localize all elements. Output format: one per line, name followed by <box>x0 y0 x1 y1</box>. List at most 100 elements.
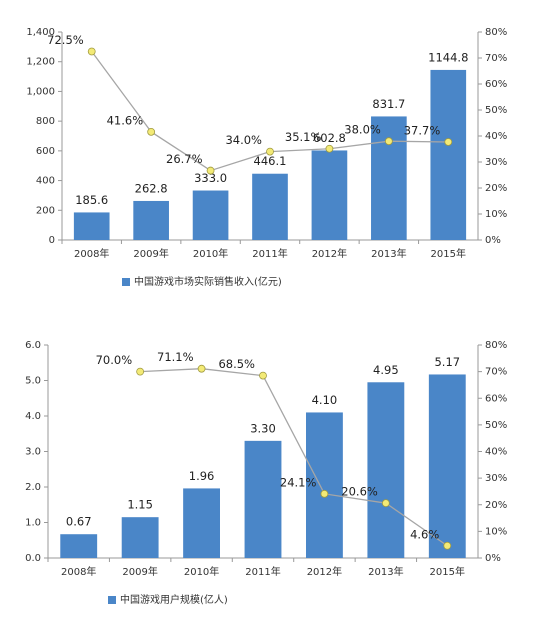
y2-tick-label: 80% <box>485 340 507 351</box>
bar <box>121 517 159 558</box>
chart: 0 200 400 600 800 1,000 1,200 1,400 0% 10% 20% 30% 4… <box>26 27 507 288</box>
y2-tick-label: 30% <box>485 157 507 168</box>
line-marker <box>87 47 96 56</box>
line-value-label: 34.0% <box>225 133 262 147</box>
y2-tick-label: 50% <box>485 420 507 431</box>
line <box>140 368 448 547</box>
line-value-label: 37.7% <box>404 123 441 137</box>
line-marker <box>443 541 452 550</box>
bar <box>192 190 229 240</box>
bar-value-label: 602.8 <box>313 131 346 145</box>
x-tick-label: 2008年 <box>74 247 109 260</box>
bar <box>133 200 169 240</box>
bar-value-label: 262.8 <box>135 181 168 195</box>
line-marker <box>325 144 334 153</box>
bar <box>60 534 98 558</box>
line-marker <box>197 364 206 373</box>
line-value-label: 72.5% <box>47 33 84 47</box>
y2-tick-label: 80% <box>485 27 507 38</box>
y-tick-label: 0 <box>49 235 55 246</box>
legend-swatch <box>122 278 130 286</box>
bar-value-label: 1.96 <box>189 469 215 483</box>
bar-value-label: 4.95 <box>373 363 399 377</box>
line-marker <box>259 371 267 380</box>
line-value-label: 68.5% <box>218 357 255 371</box>
bar-value-label: 1.15 <box>127 498 153 512</box>
line-marker <box>136 367 145 376</box>
y2-tick-label: 70% <box>485 367 507 378</box>
bar <box>311 150 348 240</box>
line-value-label: 41.6% <box>107 113 144 127</box>
y-tick-label: 600 <box>36 146 55 157</box>
y-tick-label: 1,000 <box>26 86 55 97</box>
y2-tick-label: 40% <box>485 447 507 458</box>
line-value-label: 35.1% <box>285 130 322 144</box>
x-tick-label: 2012年 <box>307 565 342 578</box>
x-tick-label: 2011年 <box>245 565 280 578</box>
line-marker <box>381 499 390 508</box>
y-tick-label: 1,400 <box>26 27 55 38</box>
y-tick-label: 800 <box>36 116 55 127</box>
line-marker <box>320 489 329 498</box>
bar-value-label: 5.17 <box>434 355 460 369</box>
bar-value-label: 446.1 <box>254 154 287 168</box>
x-tick-label: 2015年 <box>431 247 466 260</box>
y2-tick-label: 60% <box>485 393 507 404</box>
x-tick-label: 2012年 <box>312 247 347 260</box>
y2-tick-label: 20% <box>485 183 507 194</box>
bar-value-label: 3.30 <box>250 421 276 435</box>
bar <box>183 488 220 558</box>
x-tick-label: 2009年 <box>133 247 168 260</box>
x-tick-label: 2008年 <box>61 565 96 578</box>
line-value-label: 4.6% <box>410 527 439 541</box>
line-marker <box>444 138 453 146</box>
y2-tick-label: 10% <box>485 209 507 220</box>
y-tick-label: 1.0 <box>25 518 41 529</box>
line-marker <box>384 137 393 146</box>
bar-value-label: 831.7 <box>372 97 405 111</box>
y2-tick-label: 70% <box>485 53 507 64</box>
line-value-label: 71.1% <box>157 350 194 364</box>
line-value-label: 26.7% <box>166 152 203 166</box>
line-value-label: 24.1% <box>280 475 317 489</box>
y-tick-label: 6.0 <box>25 340 41 351</box>
line-marker <box>147 127 156 136</box>
bar-value-label: 1144.8 <box>428 50 468 64</box>
y2-tick-label: 50% <box>485 105 507 116</box>
bar <box>244 440 282 558</box>
y-tick-label: 5.0 <box>25 376 41 387</box>
legend-label: 中国游戏市场实际销售收入(亿元) <box>134 275 282 288</box>
y-tick-label: 2.0 <box>25 482 41 493</box>
bar <box>252 173 288 240</box>
legend-swatch <box>108 596 116 604</box>
bar <box>367 382 405 558</box>
y2-tick-label: 0% <box>485 553 501 564</box>
bar <box>428 374 466 558</box>
x-tick-label: 2010年 <box>184 565 219 578</box>
x-tick-label: 2009年 <box>122 565 157 578</box>
bar <box>306 412 343 558</box>
x-tick-label: 2010年 <box>193 247 228 260</box>
y-tick-label: 4.0 <box>25 411 41 422</box>
bar-value-label: 0.67 <box>66 515 92 529</box>
y-tick-label: 1,200 <box>26 57 55 68</box>
bar-value-label: 4.10 <box>312 393 338 407</box>
y2-tick-label: 60% <box>485 79 507 90</box>
y2-tick-label: 0% <box>485 235 501 246</box>
bar <box>73 212 110 240</box>
chart: 0.0 1.0 2.0 3.0 4.0 5.0 6.0 0% 10% 20% 30% 40% 50% 60… <box>25 340 507 606</box>
y-tick-label: 400 <box>36 176 55 187</box>
bar-value-label: 333.0 <box>194 171 227 185</box>
x-tick-label: 2013年 <box>371 247 406 260</box>
legend-label: 中国游戏用户规模(亿人) <box>120 593 228 606</box>
bar <box>430 69 467 240</box>
line-value-label: 20.6% <box>341 485 378 499</box>
y-tick-label: 3.0 <box>25 447 41 458</box>
y2-tick-label: 40% <box>485 131 507 142</box>
y-tick-label: 0.0 <box>25 553 41 564</box>
y2-tick-label: 30% <box>485 473 507 484</box>
line-marker <box>206 166 215 175</box>
x-tick-label: 2013年 <box>368 565 403 578</box>
y2-tick-label: 20% <box>485 500 507 511</box>
